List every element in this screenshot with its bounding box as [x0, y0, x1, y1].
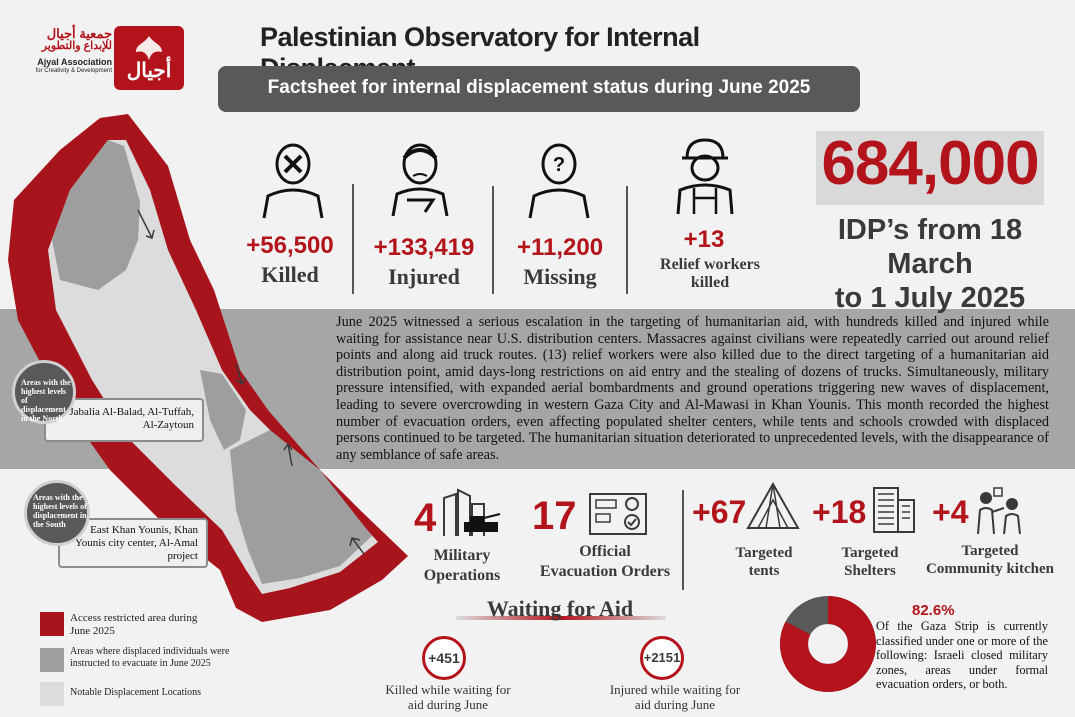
idp-count: 684,000 — [821, 129, 1039, 198]
evacuation-zone-south — [230, 430, 372, 584]
legend-label-evacuation: Areas where displaced individuals were i… — [70, 646, 230, 669]
community-kitchen-label-line2: Community kitchen — [926, 561, 1054, 577]
shelter-building-icon — [873, 487, 915, 533]
logo-english-name: Ajyal Association for Creativity & Devel… — [22, 58, 112, 76]
injured-waiting-label: Injured while waiting for aid during Jun… — [609, 682, 741, 712]
targeted-tents-label: Targeted tents — [716, 544, 812, 580]
logo-arabic-name: جمعية أجيال للإبداع والتطوير — [30, 26, 112, 52]
legend-swatch-evacuation — [40, 648, 64, 672]
injured-waiting-count: +2151 — [640, 636, 684, 680]
targeted-shelters-label: Targeted Shelters — [820, 544, 920, 580]
evacuation-orders-count: 17 — [532, 494, 577, 538]
idp-label: IDP’s from 18 March to 1 July 2025 — [800, 213, 1060, 315]
evacuation-map-icon — [589, 493, 647, 535]
killed-waiting-count: +451 — [422, 636, 466, 680]
evacuation-orders-label-line1: Official — [579, 543, 631, 560]
injured-count: +133,419 — [373, 234, 475, 261]
masked-person-icon — [262, 143, 324, 219]
north-areas-badge: Areas with the highest levels of displac… — [12, 360, 76, 424]
coverage-donut-chart — [780, 596, 876, 692]
evacuation-zone-middle — [200, 370, 246, 450]
arrow-icon-south — [283, 442, 293, 467]
divider — [682, 490, 684, 590]
military-operations-label-line1: Military — [433, 547, 491, 564]
relief-workers-count: +13 — [683, 226, 725, 253]
relief-worker-icon — [676, 138, 734, 215]
evacuation-orders-label: Official Evacuation Orders — [534, 542, 676, 582]
missing-label: Missing — [523, 264, 597, 289]
divider — [492, 186, 494, 294]
logo-ar-line1: جمعية أجيال — [46, 26, 112, 41]
evacuation-orders-label-line2: Evacuation Orders — [539, 563, 671, 580]
targeted-shelters-label-line2: Shelters — [844, 563, 896, 579]
logo-mark-text: أجيال — [126, 60, 172, 82]
south-areas-title: Areas with the highest levels of displac… — [33, 493, 87, 529]
north-areas-box: Jabalia Al-Balad, Al-Tuffah, Al-Zaytoun — [44, 398, 204, 442]
killed-label: Killed — [261, 262, 319, 287]
narrative-text: June 2025 witnessed a serious escalation… — [336, 314, 1049, 463]
targeted-tents-label-line2: tents — [748, 563, 780, 579]
page-subtitle: Factsheet for internal displacement stat… — [267, 77, 811, 98]
subtitle-bar — [218, 66, 860, 112]
south-areas-box: East Khan Younis, Khan Younis city cente… — [58, 518, 208, 568]
community-kitchen-icon — [977, 487, 1021, 535]
divider — [352, 184, 354, 294]
idp-label-line1: IDP’s from 18 March — [837, 214, 1023, 280]
tent-icon — [746, 481, 800, 529]
injured-label: Injured — [388, 264, 460, 289]
missing-count: +11,200 — [516, 234, 604, 261]
donut-coverage-segment — [780, 596, 876, 692]
military-operations-label: Military Operations — [416, 546, 508, 586]
military-operations-label-line2: Operations — [423, 567, 501, 584]
legend-label-displacement: Notable Displacement Locations — [70, 687, 202, 698]
targeted-shelters-count: +18 — [812, 494, 867, 530]
injured-person-icon — [391, 143, 449, 217]
arrow-icon-southeast — [349, 537, 365, 555]
logo-en-line2: for Creativity & Development — [35, 68, 112, 74]
waiting-underline — [456, 616, 666, 620]
military-operations-count: 4 — [414, 496, 437, 540]
targeted-tents-label-line1: Targeted — [735, 545, 793, 561]
legend-swatch-restricted — [40, 612, 64, 636]
logo-en-line1: Ajyal Association — [37, 57, 112, 67]
coverage-text: Of the Gaza Strip is currently classifie… — [876, 619, 1048, 691]
relief-workers-label: Relief workers killed — [660, 256, 760, 291]
killed-waiting-label: Killed while waiting for aid during June — [385, 682, 511, 712]
killed-count: +56,500 — [246, 232, 334, 259]
south-areas-badge: Areas with the highest levels of displac… — [24, 480, 90, 546]
idp-box — [816, 131, 1044, 205]
targeted-shelters-label-line1: Targeted — [841, 545, 899, 561]
coverage-percent: 82.6% — [912, 602, 955, 619]
waiting-for-aid-title: Waiting for Aid — [486, 596, 634, 621]
legend-swatch-displacement — [40, 682, 64, 706]
arrow-icon-north — [137, 209, 155, 239]
svg-text:?: ? — [553, 154, 565, 176]
north-areas-title: Areas with the highest levels of displac… — [21, 378, 71, 423]
evacuation-zone-north — [52, 140, 140, 290]
community-kitchen-label: Targeted Community kitchen — [922, 542, 1058, 578]
tank-building-icon — [443, 488, 501, 536]
gaza-map — [8, 114, 408, 622]
missing-person-icon: ? — [528, 143, 590, 219]
targeted-tents-count: +67 — [692, 494, 747, 530]
logo-ar-line2: للإبداع والتطوير — [41, 40, 112, 52]
idp-label-line2: to 1 July 2025 — [834, 282, 1026, 314]
logo-mark: أجيال — [114, 26, 184, 90]
community-kitchen-label-line1: Targeted — [961, 543, 1019, 559]
divider — [626, 186, 628, 294]
community-kitchen-count: +4 — [932, 494, 969, 530]
arrow-icon-middle — [235, 363, 247, 386]
legend-label-restricted: Access restricted area during June 2025 — [70, 612, 198, 637]
